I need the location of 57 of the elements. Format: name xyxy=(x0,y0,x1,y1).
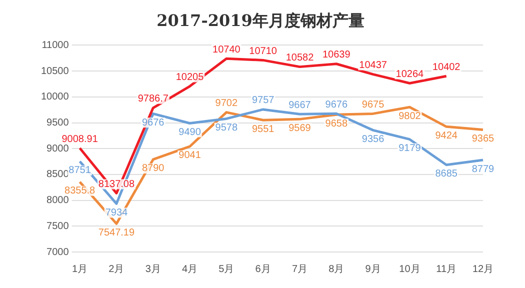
data-label: 10264 xyxy=(396,69,424,80)
data-label: 9702 xyxy=(215,98,238,110)
y-tick-label: 8500 xyxy=(46,169,70,180)
data-label: 10402 xyxy=(432,62,461,73)
x-tick-label: 7月 xyxy=(292,264,308,275)
y-tick-label: 8000 xyxy=(46,195,70,206)
data-label: 9179 xyxy=(398,143,422,154)
chart-title: 2017-2019年月度钢材产量 xyxy=(156,10,364,30)
y-tick-label: 9500 xyxy=(46,118,70,128)
data-label: 9786.7 xyxy=(138,94,169,105)
data-label: 7934 xyxy=(105,207,128,218)
data-label: 9667 xyxy=(288,100,312,111)
data-label: 9676 xyxy=(142,117,165,128)
data-label: 8790 xyxy=(142,163,165,174)
x-tick-label: 3月 xyxy=(145,264,161,275)
x-tick-label: 9月 xyxy=(365,264,381,275)
x-tick-label: 4月 xyxy=(182,264,198,275)
data-label: 9569 xyxy=(288,122,312,134)
y-tick-label: 7000 xyxy=(46,246,70,258)
x-tick-label: 1月 xyxy=(72,264,88,275)
data-label: 9365 xyxy=(472,133,495,144)
data-label: 10582 xyxy=(286,52,314,64)
data-label: 9675 xyxy=(362,99,385,110)
data-label: 9676 xyxy=(325,99,348,110)
x-tick-label: 12月 xyxy=(472,264,494,275)
x-tick-label: 5月 xyxy=(218,264,234,275)
data-label: 10639 xyxy=(322,50,351,61)
x-tick-label: 2月 xyxy=(108,264,124,275)
data-label: 9424 xyxy=(435,130,458,142)
data-label: 10437 xyxy=(359,60,388,72)
x-tick-label: 8月 xyxy=(328,264,344,275)
data-label: 9008.91 xyxy=(62,134,98,145)
y-tick-label: 7500 xyxy=(46,220,70,232)
data-label: 8685 xyxy=(435,168,458,180)
y-tick-label: 10500 xyxy=(40,66,70,77)
x-tick-label: 10月 xyxy=(399,264,420,275)
data-label: 8751 xyxy=(68,165,92,176)
data-label: 9041 xyxy=(178,150,202,162)
data-label: 8137.08 xyxy=(98,178,135,190)
data-label: 8355.8 xyxy=(64,186,96,197)
x-tick-label: 6月 xyxy=(255,264,271,275)
data-label: 9658 xyxy=(325,118,348,130)
data-label: 10710 xyxy=(249,46,278,57)
data-label: 9757 xyxy=(252,95,275,106)
x-tick-label: 11月 xyxy=(436,264,457,275)
data-label: 9490 xyxy=(178,127,202,138)
y-tick-label: 9000 xyxy=(46,143,70,154)
y-tick-label: 11000 xyxy=(42,40,70,51)
data-label: 9578 xyxy=(215,122,238,134)
data-label: 9551 xyxy=(252,124,275,135)
data-label: 9356 xyxy=(362,134,385,145)
y-tick-label: 10000 xyxy=(40,92,70,103)
data-label: 9802 xyxy=(398,110,422,122)
data-label: 10740 xyxy=(212,44,241,56)
data-label: 7547.19 xyxy=(98,227,135,238)
data-label: 8779 xyxy=(472,164,495,175)
data-label: 10205 xyxy=(176,72,204,84)
